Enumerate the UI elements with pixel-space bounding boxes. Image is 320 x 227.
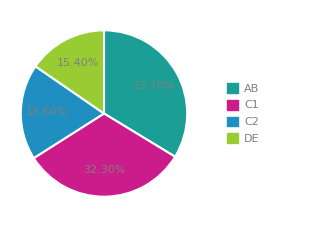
Wedge shape (36, 30, 104, 114)
Wedge shape (104, 30, 187, 157)
Wedge shape (34, 114, 175, 197)
Text: 32.30%: 32.30% (83, 165, 126, 175)
Text: 33.70%: 33.70% (132, 81, 174, 91)
Text: 18.60%: 18.60% (26, 107, 68, 117)
Wedge shape (21, 66, 104, 158)
Legend: AB, C1, C2, DE: AB, C1, C2, DE (224, 79, 263, 148)
Text: 15.40%: 15.40% (57, 58, 99, 68)
